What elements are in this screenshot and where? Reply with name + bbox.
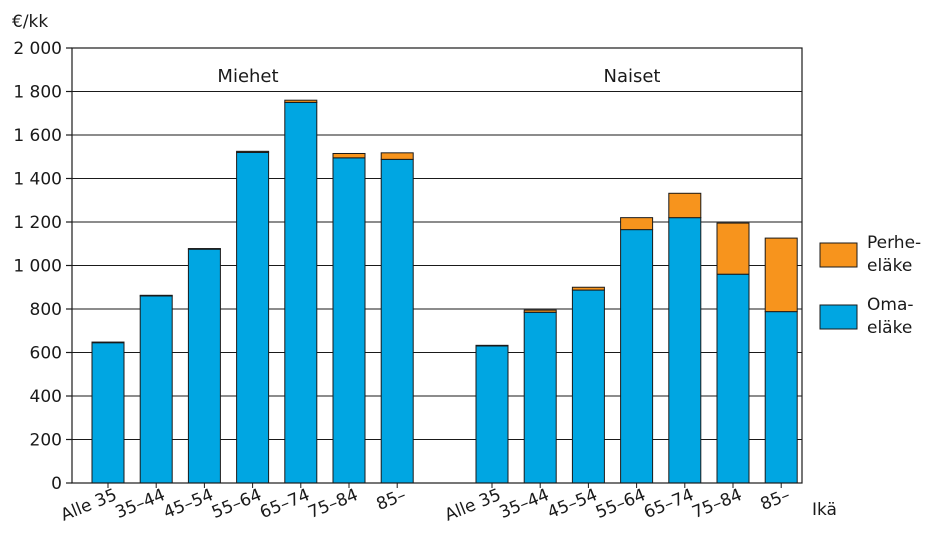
x-tick-label: 85– <box>758 485 793 515</box>
bar-segment <box>284 99 318 103</box>
bar-segment <box>187 248 221 484</box>
legend-label: eläke <box>867 256 912 276</box>
y-tick-label: 1 600 <box>13 126 62 146</box>
legend: Perhe-eläke Oma-eläke <box>819 233 921 338</box>
x-axis-label: Ikä <box>812 500 837 520</box>
bar-segment <box>668 217 702 484</box>
y-axis-ticks: 0 200 400 600 800 1 000 1 200 1 400 1 600 1 800 2 … <box>13 39 72 494</box>
bar-segment <box>236 150 270 153</box>
bar-segment <box>332 152 366 159</box>
y-tick-label: 200 <box>30 431 62 451</box>
group-label: Miehet <box>217 66 278 87</box>
bar-segment <box>716 273 750 484</box>
bar-segment <box>668 192 702 219</box>
bar-segment <box>475 344 509 347</box>
x-tick-label: Alle 35 <box>58 485 120 525</box>
x-tick-label: 75–84 <box>689 485 744 523</box>
y-tick-label: 800 <box>30 300 62 320</box>
bar-segment <box>620 217 654 231</box>
bar-segment <box>236 151 270 484</box>
bar-segment <box>91 341 125 344</box>
bars <box>91 99 798 484</box>
bar-segment <box>380 152 414 160</box>
y-tick-label: 1 400 <box>13 170 62 190</box>
x-tick-label: Alle 35 <box>442 485 504 525</box>
bar-segment <box>620 229 654 484</box>
bar-segment <box>187 248 221 250</box>
bar-segment <box>380 158 414 484</box>
y-tick-label: 1 200 <box>13 213 62 233</box>
y-tick-label: 600 <box>30 344 62 364</box>
legend-label: eläke <box>867 318 912 338</box>
bar-segment <box>716 222 750 275</box>
bar-segment <box>764 311 798 484</box>
bar-segment <box>332 157 366 484</box>
bar-segment <box>284 101 318 484</box>
y-axis-unit-label: €/kk <box>12 12 48 32</box>
group-labels: Miehet Naiset <box>217 66 660 87</box>
bar-segment <box>523 311 557 484</box>
y-tick-label: 1 800 <box>13 83 62 103</box>
bar-segment <box>475 345 509 484</box>
bar-segment <box>139 294 173 297</box>
legend-swatch <box>819 242 858 268</box>
plot-frame <box>71 47 803 484</box>
bar-segment <box>571 286 605 291</box>
bar-segment <box>523 309 557 313</box>
legend-label: Perhe- <box>867 233 921 253</box>
y-tick-label: 0 <box>51 474 62 494</box>
bar-segment <box>91 342 125 484</box>
y-tick-label: 2 000 <box>13 39 62 59</box>
bar-segment <box>764 237 798 313</box>
legend-label: Oma- <box>867 295 914 315</box>
legend-swatch <box>819 304 858 330</box>
bar-segment <box>571 289 605 484</box>
y-tick-label: 400 <box>30 387 62 407</box>
x-tick-label: 75–84 <box>305 485 360 523</box>
group-label: Naiset <box>603 66 660 87</box>
x-tick-label: 85– <box>374 485 409 515</box>
y-tick-label: 1 000 <box>13 257 62 277</box>
bar-segment <box>139 295 173 484</box>
